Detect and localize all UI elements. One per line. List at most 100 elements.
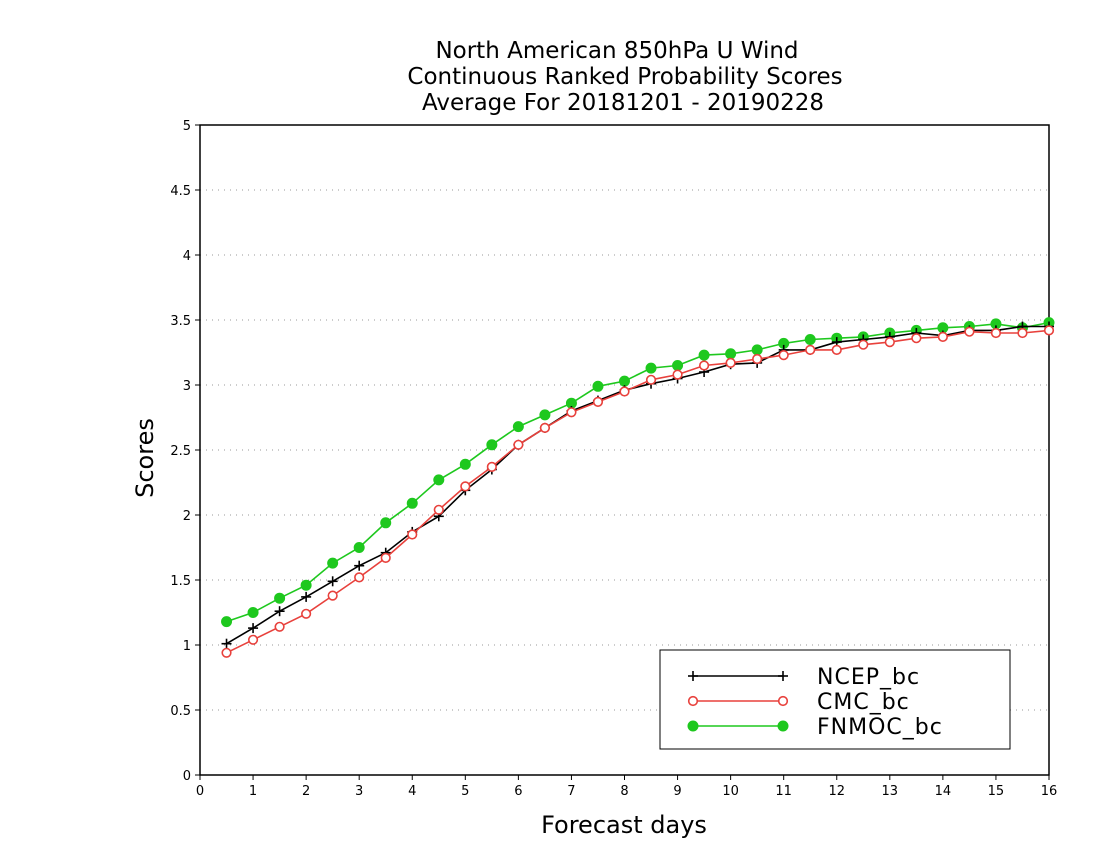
series-line-fnmoc-bc <box>226 321 1050 623</box>
x-tick-label: 1 <box>249 784 257 799</box>
data-point-cmc-bc <box>672 369 683 380</box>
legend-marker-cmc-bc <box>687 695 699 707</box>
data-point-cmc-bc <box>566 407 577 418</box>
data-point-fnmoc-bc <box>433 474 445 486</box>
data-point-fnmoc-bc <box>380 517 392 529</box>
x-tick-label: 8 <box>620 784 628 799</box>
data-point-fnmoc-bc <box>592 380 604 392</box>
y-tick-label: 1 <box>183 639 191 654</box>
x-tick-label: 15 <box>988 784 1005 799</box>
series-ncep-bc <box>221 321 1054 649</box>
series-cmc-bc <box>221 325 1055 658</box>
data-point-cmc-bc <box>990 327 1002 339</box>
data-point-cmc-bc <box>539 422 551 434</box>
x-tick-label: 3 <box>355 784 363 799</box>
x-tick-label: 12 <box>828 784 845 799</box>
data-point-cmc-bc <box>327 590 338 601</box>
data-point-fnmoc-bc <box>539 409 551 421</box>
y-tick-label: 0.5 <box>170 704 191 719</box>
y-tick-label: 2.5 <box>170 444 191 459</box>
data-point-fnmoc-bc <box>486 439 498 451</box>
x-axis-label: Forecast days <box>541 811 707 839</box>
legend-label-ncep-bc: NCEP_bc <box>817 665 920 690</box>
x-tick-label: 6 <box>514 784 522 799</box>
y-tick-label: 4 <box>183 249 191 264</box>
x-tick-label: 2 <box>302 784 310 799</box>
series-fnmoc-bc <box>221 317 1055 628</box>
y-axis-label: Scores <box>131 418 159 498</box>
series-layer <box>221 317 1055 658</box>
data-point-ncep-bc <box>248 623 259 634</box>
data-point-cmc-bc <box>964 326 975 337</box>
x-tick-label: 9 <box>673 784 681 799</box>
data-point-fnmoc-bc <box>300 579 312 591</box>
data-point-fnmoc-bc <box>221 616 233 628</box>
data-point-cmc-bc <box>911 333 922 344</box>
data-point-ncep-bc <box>354 560 365 571</box>
legend-item-fnmoc-bc: FNMOC_bc <box>687 715 943 740</box>
data-point-cmc-bc <box>433 504 444 515</box>
data-point-cmc-bc <box>858 339 869 350</box>
data-point-fnmoc-bc <box>406 497 418 509</box>
data-point-cmc-bc <box>831 344 842 356</box>
data-point-fnmoc-bc <box>327 557 339 569</box>
y-tick-label: 4.5 <box>170 184 191 199</box>
x-tick-label: 7 <box>567 784 575 799</box>
data-point-cmc-bc <box>274 621 285 632</box>
data-point-ncep-bc <box>301 591 312 602</box>
legend-label-cmc-bc: CMC_bc <box>817 690 910 715</box>
x-tick-label: 5 <box>461 784 469 799</box>
data-point-cmc-bc <box>301 608 312 619</box>
data-point-cmc-bc <box>354 572 365 583</box>
legend-marker-ncep-bc <box>688 671 698 681</box>
title-line-1: North American 850hPa U Wind <box>435 38 798 64</box>
legend-marker-cmc-bc <box>777 695 789 707</box>
legend-item-cmc-bc: CMC_bc <box>687 690 910 715</box>
legend-item-ncep-bc: NCEP_bc <box>688 665 920 690</box>
data-point-cmc-bc <box>752 353 763 365</box>
data-point-fnmoc-bc <box>804 334 816 345</box>
data-point-fnmoc-bc <box>274 592 286 604</box>
data-point-fnmoc-bc <box>247 607 259 618</box>
legend-marker-fnmoc-bc <box>687 720 699 732</box>
x-axis-ticks: 0 1 2 3 4 5 6 7 8 9 10 11 12 13 14 15 16 <box>196 775 1057 799</box>
x-tick-label: 4 <box>408 784 416 799</box>
data-point-cmc-bc <box>486 461 497 473</box>
data-point-cmc-bc <box>645 374 657 385</box>
x-tick-label: 0 <box>196 784 204 799</box>
x-tick-label: 13 <box>882 784 899 799</box>
data-point-fnmoc-bc <box>672 360 684 371</box>
data-point-fnmoc-bc <box>698 349 710 361</box>
y-tick-label: 0 <box>183 769 191 784</box>
legend-marker-fnmoc-bc <box>777 720 789 732</box>
data-point-ncep-bc <box>327 576 338 587</box>
legend-marker-ncep-bc <box>778 671 788 681</box>
data-point-fnmoc-bc <box>751 344 763 356</box>
legend-label-fnmoc-bc: FNMOC_bc <box>817 715 943 740</box>
data-point-cmc-bc <box>407 529 418 540</box>
data-point-ncep-bc <box>274 606 285 617</box>
data-point-cmc-bc <box>698 360 710 371</box>
legend-box <box>659 649 1011 750</box>
data-point-cmc-bc <box>221 647 232 658</box>
gridlines <box>200 189 1049 711</box>
y-tick-label: 1.5 <box>170 574 191 589</box>
data-point-cmc-bc <box>513 439 524 450</box>
data-point-cmc-bc <box>460 481 471 492</box>
x-tick-label: 11 <box>775 784 792 799</box>
data-point-fnmoc-bc <box>645 362 657 374</box>
x-tick-label: 14 <box>935 784 952 799</box>
data-point-cmc-bc <box>778 350 789 361</box>
data-point-ncep-bc <box>221 638 232 649</box>
data-point-fnmoc-bc <box>725 348 737 360</box>
x-tick-label: 10 <box>722 784 739 799</box>
data-point-fnmoc-bc <box>512 421 524 433</box>
data-point-cmc-bc <box>937 331 948 343</box>
data-point-cmc-bc <box>884 337 895 348</box>
data-point-cmc-bc <box>805 344 816 356</box>
data-point-cmc-bc <box>1043 325 1055 336</box>
y-tick-label: 3.5 <box>170 314 191 329</box>
data-point-cmc-bc <box>592 396 604 408</box>
title-line-3: Average For 20181201 - 20190228 <box>422 90 824 116</box>
